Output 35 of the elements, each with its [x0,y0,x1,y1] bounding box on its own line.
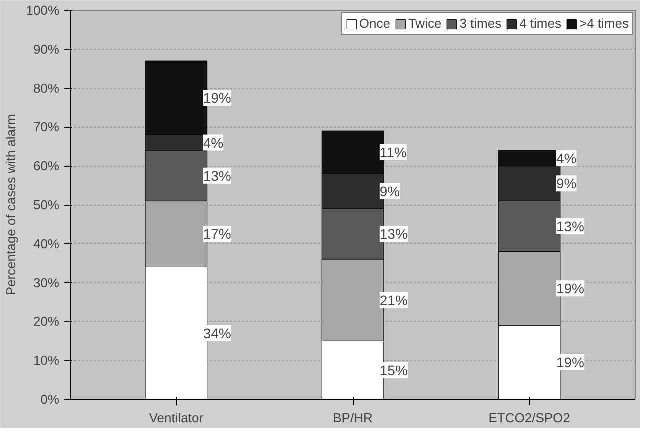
y-tick-label: 0% [40,392,60,407]
data-label: 4% [556,150,577,166]
data-label: 19% [556,354,584,371]
data-label: 15% [380,362,408,378]
legend-label: Once [359,16,390,31]
data-label: 34% [203,325,232,342]
y-tick-label: 90% [33,42,60,57]
legend-label: >4 times [580,16,629,31]
x-tick-label: ETCO2/SPO2 [488,410,570,426]
legend-label: Twice [408,16,442,31]
legend-label: 4 times [520,16,562,31]
y-tick-label: 80% [33,80,60,96]
data-label: 19% [556,280,584,297]
data-label: 9% [380,183,400,200]
y-tick-label: 60% [33,158,60,174]
data-label: 13% [556,218,584,234]
data-label: 19% [203,90,232,106]
legend-label: 3 times [460,16,502,31]
x-tick-label: BP/HR [333,410,373,426]
data-label: 17% [203,226,232,242]
data-label: 21% [380,292,408,308]
y-tick-label: 50% [33,198,60,212]
y-tick-label: 100% [26,3,60,18]
data-label: 4% [203,134,224,151]
y-tick-label: 30% [33,275,60,290]
y-tick-label: 70% [33,120,60,135]
y-tick-label: 40% [33,236,60,252]
data-label: 13% [380,226,408,242]
x-tick-label: Ventilator [149,410,204,426]
data-label: 11% [380,144,407,160]
data-label: 13% [203,168,232,184]
y-axis-title: Percentage of cases with alarm [3,114,18,296]
y-tick-label: 10% [33,353,60,368]
y-tick-label: 20% [33,314,60,330]
data-label: 9% [556,176,577,192]
